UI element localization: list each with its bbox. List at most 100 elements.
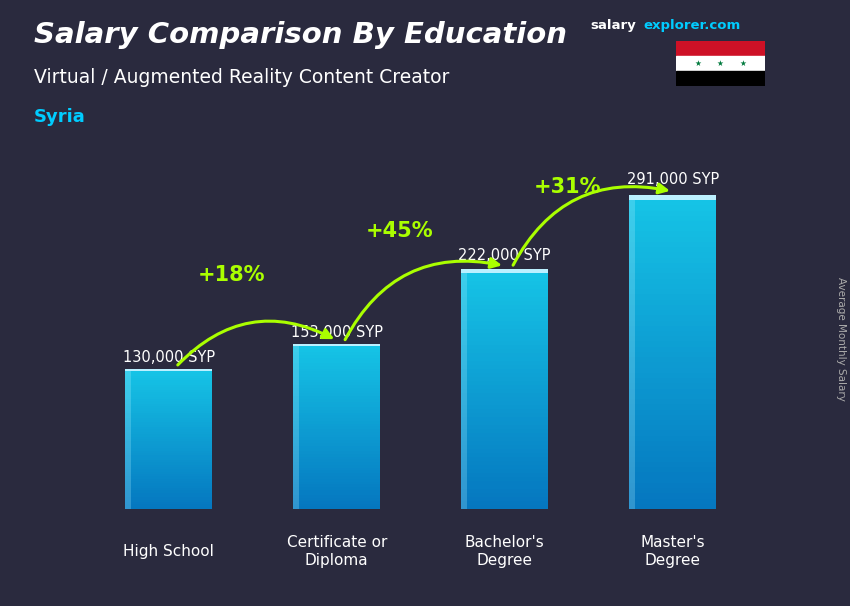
Bar bbox=[125, 371, 212, 373]
Text: ★: ★ bbox=[717, 59, 724, 68]
Bar bbox=[461, 433, 548, 437]
Bar bbox=[293, 459, 381, 462]
Bar bbox=[461, 269, 548, 273]
Bar bbox=[293, 382, 381, 385]
Bar bbox=[293, 344, 381, 347]
Bar bbox=[293, 393, 381, 396]
Bar bbox=[629, 205, 717, 210]
Bar bbox=[676, 71, 765, 86]
Bar bbox=[629, 326, 717, 331]
Text: +18%: +18% bbox=[198, 265, 265, 285]
Bar bbox=[629, 441, 717, 446]
Bar bbox=[125, 432, 212, 434]
Bar bbox=[125, 458, 212, 460]
Bar bbox=[293, 462, 381, 465]
Bar bbox=[125, 418, 212, 420]
Bar bbox=[461, 465, 548, 469]
Bar bbox=[293, 404, 381, 407]
Bar bbox=[461, 273, 548, 278]
Bar bbox=[629, 420, 717, 425]
Bar bbox=[461, 429, 548, 433]
Bar bbox=[629, 378, 717, 384]
Text: Salary Comparison By Education: Salary Comparison By Education bbox=[34, 21, 567, 49]
Bar bbox=[125, 500, 212, 502]
Bar bbox=[125, 446, 212, 448]
Bar bbox=[461, 301, 548, 305]
Bar bbox=[461, 361, 548, 365]
Bar bbox=[629, 384, 717, 388]
Bar bbox=[293, 344, 299, 509]
Bar bbox=[461, 357, 548, 361]
Bar bbox=[125, 387, 212, 390]
Bar bbox=[629, 268, 717, 273]
Bar bbox=[125, 420, 212, 422]
Bar bbox=[629, 483, 717, 488]
Bar bbox=[461, 293, 548, 298]
Bar bbox=[125, 408, 212, 411]
Bar bbox=[125, 373, 212, 376]
Bar bbox=[293, 445, 381, 448]
Bar bbox=[629, 305, 717, 310]
Bar bbox=[461, 417, 548, 421]
Bar bbox=[293, 358, 381, 361]
Bar bbox=[629, 488, 717, 493]
Bar bbox=[293, 377, 381, 379]
Bar bbox=[293, 476, 381, 479]
Bar bbox=[125, 401, 212, 404]
Bar bbox=[293, 366, 381, 368]
Bar bbox=[629, 279, 717, 284]
Bar bbox=[293, 402, 381, 404]
Bar bbox=[629, 357, 717, 362]
Bar bbox=[125, 425, 212, 427]
Bar bbox=[629, 368, 717, 373]
Bar bbox=[629, 415, 717, 420]
Bar bbox=[629, 478, 717, 483]
Bar bbox=[461, 393, 548, 397]
Bar bbox=[125, 479, 212, 481]
Bar bbox=[629, 242, 717, 247]
Bar bbox=[629, 284, 717, 289]
Bar bbox=[629, 373, 717, 378]
Bar bbox=[461, 333, 548, 338]
Bar bbox=[461, 453, 548, 457]
Bar bbox=[461, 497, 548, 501]
Bar bbox=[461, 298, 548, 301]
Bar bbox=[293, 429, 381, 432]
Bar bbox=[461, 289, 548, 293]
Text: Certificate or
Diploma: Certificate or Diploma bbox=[286, 535, 387, 568]
Bar bbox=[293, 479, 381, 482]
Bar bbox=[629, 299, 717, 305]
Bar bbox=[125, 395, 212, 397]
Bar bbox=[293, 427, 381, 429]
Bar bbox=[629, 253, 717, 258]
Bar bbox=[125, 422, 212, 425]
Bar bbox=[293, 407, 381, 410]
Bar bbox=[125, 390, 212, 392]
Text: explorer.com: explorer.com bbox=[643, 19, 740, 32]
Bar bbox=[293, 501, 381, 504]
Bar bbox=[125, 448, 212, 450]
Bar bbox=[461, 377, 548, 381]
Bar bbox=[461, 473, 548, 477]
Bar bbox=[629, 410, 717, 415]
Bar bbox=[461, 441, 548, 445]
Bar bbox=[461, 461, 548, 465]
Bar bbox=[629, 195, 635, 509]
Bar bbox=[293, 432, 381, 435]
Text: ★: ★ bbox=[694, 59, 701, 68]
Bar bbox=[629, 493, 717, 499]
Bar bbox=[461, 481, 548, 485]
Bar bbox=[461, 493, 548, 497]
Bar bbox=[125, 385, 212, 387]
Bar bbox=[629, 336, 717, 341]
Bar bbox=[125, 416, 212, 418]
Bar bbox=[629, 473, 717, 478]
Bar bbox=[125, 507, 212, 509]
Bar bbox=[293, 484, 381, 487]
Bar bbox=[461, 437, 548, 441]
Bar bbox=[461, 449, 548, 453]
Bar bbox=[461, 421, 548, 425]
Bar bbox=[293, 396, 381, 399]
Bar bbox=[293, 454, 381, 457]
Bar bbox=[293, 410, 381, 413]
